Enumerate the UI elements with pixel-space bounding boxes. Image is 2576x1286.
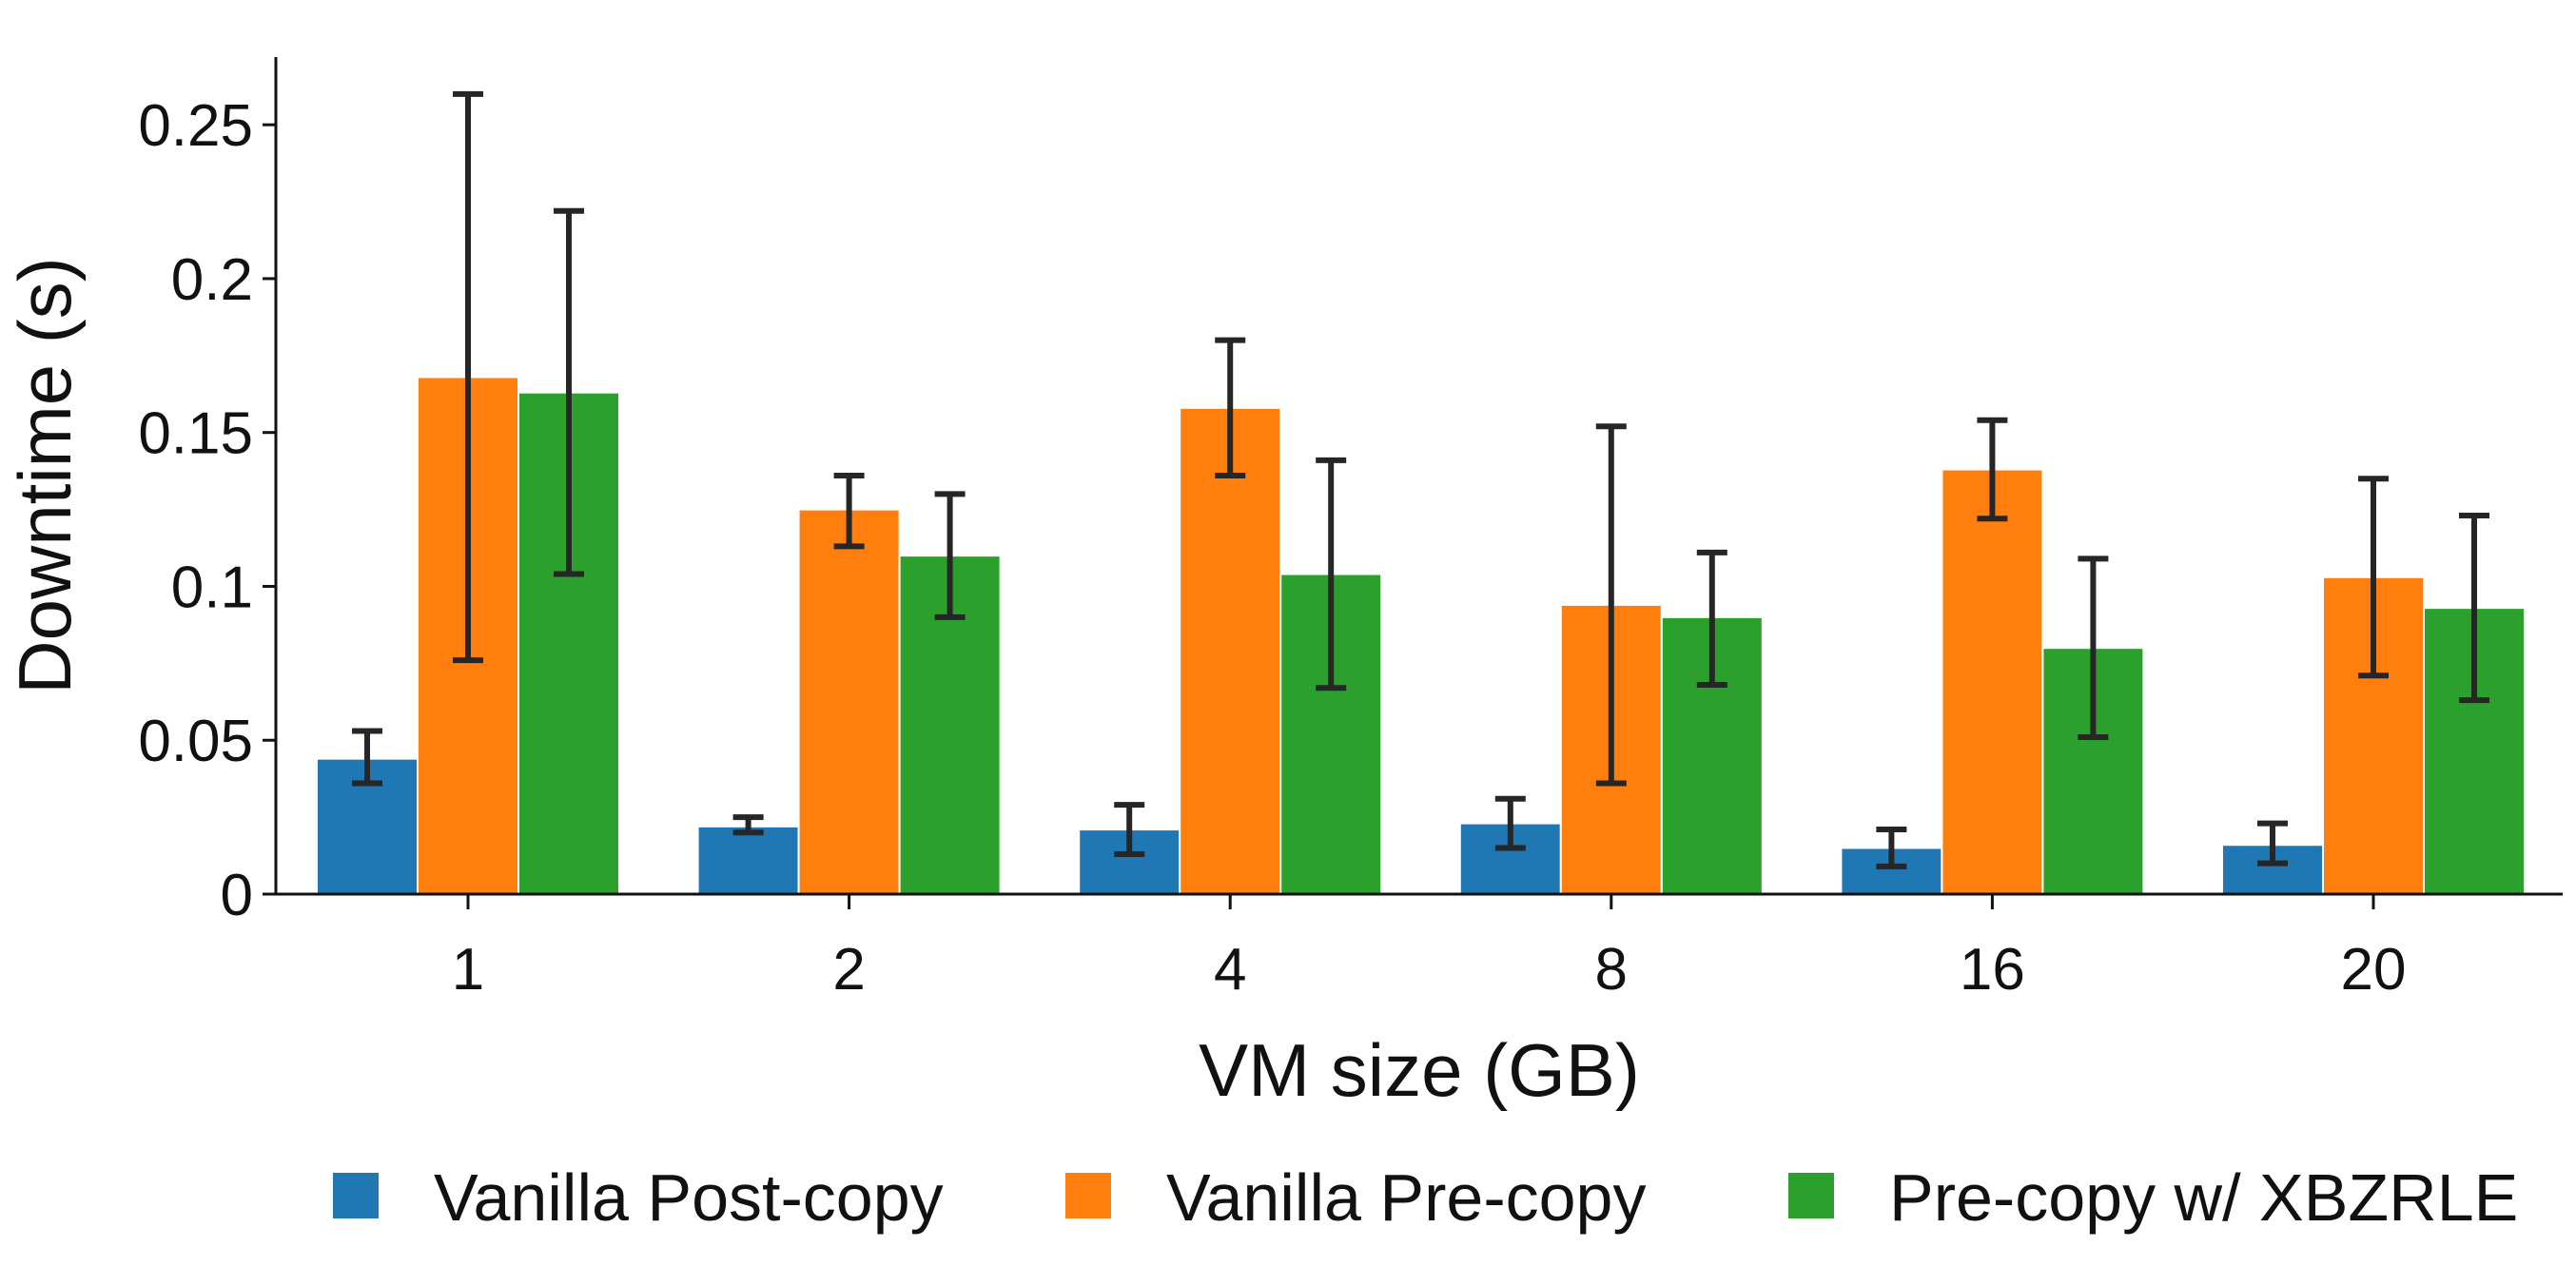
y-tick-label: 0.1 xyxy=(171,555,253,620)
legend-label: Vanilla Pre-copy xyxy=(1166,1160,1647,1235)
bar-16-series-1 xyxy=(1941,468,2044,895)
error-bar xyxy=(1215,337,1246,478)
bars xyxy=(316,376,2526,896)
legend: Vanilla Post-copy Vanilla Pre-copy Pre-cop… xyxy=(333,1160,2518,1235)
y-axis-title: Downtime (s) xyxy=(3,257,87,693)
legend-item-2: Pre-copy w/ XBZRLE xyxy=(1788,1160,2518,1235)
x-tick-label: 16 xyxy=(1960,937,2025,1003)
error-bars xyxy=(352,90,2489,869)
y-ticks: 0 0.05 0.1 0.15 0.2 0.25 xyxy=(138,93,276,928)
legend-label: Pre-copy w/ XBZRLE xyxy=(1889,1160,2518,1235)
y-tick-label: 0.2 xyxy=(171,247,253,313)
x-tick-label: 8 xyxy=(1595,937,1628,1003)
error-bar xyxy=(1876,827,1907,869)
error-bar xyxy=(2459,513,2489,704)
error-bar xyxy=(2078,555,2109,740)
legend-item-1: Vanilla Pre-copy xyxy=(1065,1160,1647,1235)
error-bar xyxy=(1977,417,2008,522)
bar-2-series-1 xyxy=(797,508,901,896)
y-tick-label: 0 xyxy=(221,863,253,928)
bar-4-series-1 xyxy=(1179,406,1282,895)
error-bar xyxy=(1595,423,1627,787)
x-tick-label: 2 xyxy=(832,937,865,1003)
y-tick-label: 0.25 xyxy=(138,93,253,159)
error-bar xyxy=(732,814,764,836)
error-bar xyxy=(1696,549,1727,688)
legend-swatch xyxy=(333,1173,379,1218)
x-ticks: 1 2 4 8 16 20 xyxy=(452,894,2407,1003)
error-bar xyxy=(1316,457,1347,692)
error-bar xyxy=(1114,802,1145,857)
legend-label: Vanilla Post-copy xyxy=(434,1160,944,1235)
error-bar xyxy=(934,491,966,620)
error-bar xyxy=(453,90,483,664)
error-bar xyxy=(2358,476,2389,679)
y-tick-label: 0.05 xyxy=(138,709,253,774)
y-tick-label: 0.15 xyxy=(138,401,253,467)
bar-2-series-0 xyxy=(696,825,800,896)
error-bar xyxy=(352,728,382,787)
legend-item-0: Vanilla Post-copy xyxy=(333,1160,944,1235)
x-tick-label: 4 xyxy=(1214,937,1246,1003)
x-tick-label: 1 xyxy=(452,937,484,1003)
x-axis-title: VM size (GB) xyxy=(1199,1028,1640,1112)
error-bar xyxy=(1494,795,1526,851)
error-bar xyxy=(833,473,865,550)
axes xyxy=(274,57,2563,896)
legend-swatch xyxy=(1065,1173,1111,1218)
legend-swatch xyxy=(1788,1173,1834,1218)
error-bar xyxy=(2257,820,2288,867)
error-bar xyxy=(554,207,584,577)
x-tick-label: 20 xyxy=(2341,937,2407,1003)
